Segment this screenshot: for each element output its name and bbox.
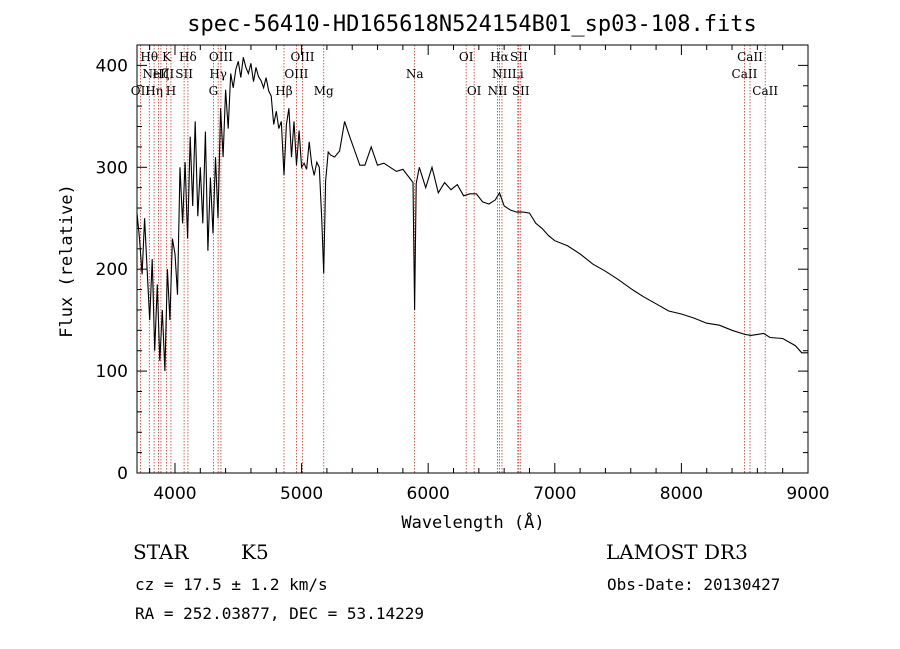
axis-ticks: 4000 5000 6000 7000 8000 9000 0 100 200 300 400 [96, 45, 830, 504]
object-class: STAR [133, 540, 189, 564]
x-tick-label-2: 6000 [407, 484, 450, 504]
x-tick-label-4: 8000 [660, 484, 703, 504]
line-marker-label-21: NII [492, 67, 512, 81]
line-marker-label-9: G [209, 84, 219, 98]
y-tick-label-1: 100 [96, 362, 128, 382]
line-marker-label-14: OIII [290, 50, 314, 64]
line-marker-label-23: SII [510, 50, 528, 64]
line-marker-label-25: CaII [732, 67, 758, 81]
line-marker-label-18: OI [467, 84, 482, 98]
line-marker-label-11: OIII [209, 50, 233, 64]
line-marker-label-4: Hζ [152, 67, 169, 81]
line-marker-label-19: NII [488, 84, 508, 98]
line-marker-label-15: Mg [314, 84, 334, 98]
line-marker-label-20: Hα [490, 50, 509, 64]
line-markers [140, 45, 766, 473]
observation-date: Obs-Date: 20130427 [607, 575, 780, 594]
redshift-readout: cz = 17.5 ± 1.2 km/s [135, 575, 328, 594]
line-marker-label-2: Hη [145, 84, 163, 98]
x-tick-label-0: 4000 [153, 484, 196, 504]
x-tick-label-1: 5000 [280, 484, 323, 504]
plot-frame [136, 44, 809, 474]
line-marker-label-1: Hθ [140, 50, 158, 64]
line-marker-label-5: K [162, 50, 172, 64]
coordinates-readout: RA = 252.03877, DEC = 53.14229 [135, 604, 424, 623]
y-tick-label-3: 300 [96, 158, 128, 178]
line-marker-label-6: H [166, 84, 176, 98]
line-marker-label-26: CaII [737, 50, 763, 64]
survey-name: LAMOST DR3 [606, 540, 748, 564]
line-marker-label-3: NeIII [142, 67, 174, 81]
flux-series-line [136, 57, 808, 372]
line-marker-label-8: Hδ [179, 50, 197, 64]
y-tick-label-4: 400 [96, 56, 128, 76]
line-marker-label-16: Na [406, 67, 424, 81]
line-marker-label-24: SII [512, 84, 530, 98]
chart-title: spec-56410-HD165618N524154B01_sp03-108.f… [187, 12, 757, 37]
object-subclass: K5 [241, 540, 269, 564]
y-axis-label: Flux (relative) [57, 184, 77, 338]
line-marker-label-17: OI [459, 50, 474, 64]
line-marker-label-12: Hβ [275, 84, 292, 98]
line-marker-label-10: Hγ [209, 67, 227, 81]
line-marker-label-13: OIII [284, 67, 308, 81]
x-tick-label-3: 7000 [533, 484, 576, 504]
x-tick-label-5: 9000 [786, 484, 829, 504]
line-marker-label-0: OII [131, 84, 151, 98]
y-tick-label-0: 0 [117, 464, 128, 484]
line-marker-label-27: CaII [752, 84, 778, 98]
line-marker-label-7: SII [175, 67, 193, 81]
y-tick-label-2: 200 [96, 260, 128, 280]
x-axis-label: Wavelength (Å) [401, 511, 544, 533]
line-marker-label-22: Li [512, 67, 524, 81]
